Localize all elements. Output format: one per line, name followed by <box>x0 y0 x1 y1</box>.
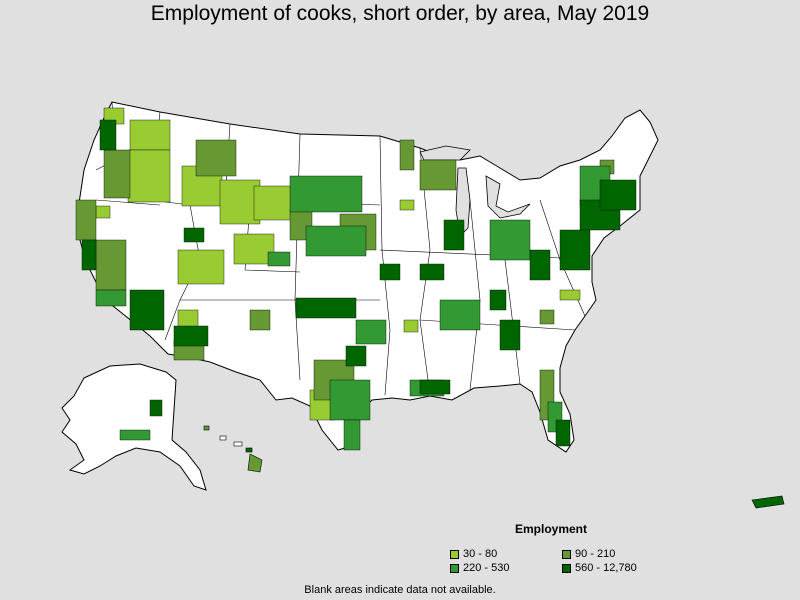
area-fills <box>75 107 637 451</box>
lake-michigan <box>455 167 471 237</box>
legend-label: 90 - 210 <box>575 548 616 560</box>
legend: Employment 30 - 80 90 - 210 220 - 530 56… <box>450 520 680 580</box>
legend-title: Employment <box>515 522 588 536</box>
footnote: Blank areas indicate data not available. <box>304 584 496 596</box>
puerto-rico <box>751 495 785 509</box>
map-title: Employment of cooks, short order, by are… <box>150 2 650 25</box>
alaska-outline <box>61 363 207 491</box>
legend-item-90-210: 90 - 210 <box>562 548 615 560</box>
legend-item-30-80: 30 - 80 <box>450 548 497 560</box>
legend-label: 560 - 12,780 <box>575 562 637 574</box>
legend-swatch <box>450 563 459 573</box>
legend-item-560-12780: 560 - 12,780 <box>562 562 637 574</box>
legend-swatch <box>562 549 571 559</box>
legend-swatch <box>450 549 459 559</box>
lake-huron-erie <box>485 175 531 219</box>
legend-item-220-530: 220 - 530 <box>450 562 509 574</box>
legend-swatch <box>562 563 571 573</box>
hawaii-islands <box>203 425 263 473</box>
legend-label: 30 - 80 <box>463 548 498 560</box>
lake-superior <box>419 145 471 161</box>
legend-label: 220 - 530 <box>463 562 510 574</box>
